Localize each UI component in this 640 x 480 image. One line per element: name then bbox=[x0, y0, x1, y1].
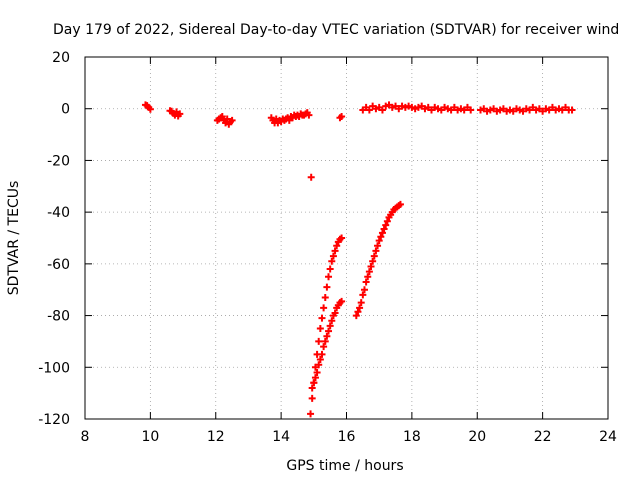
x-tick-label: 16 bbox=[338, 429, 356, 445]
data-point-marker bbox=[326, 322, 334, 330]
data-point-marker bbox=[372, 247, 380, 255]
data-point-marker bbox=[318, 314, 326, 322]
data-point-marker bbox=[467, 106, 475, 114]
y-tick-label: -120 bbox=[38, 412, 70, 428]
series-point-15.8 bbox=[336, 112, 346, 122]
chart-title: Day 179 of 2022, Sidereal Day-to-day VTE… bbox=[53, 22, 619, 38]
series-rise-a-14.9-15.9 bbox=[307, 234, 346, 418]
x-tick-label: 18 bbox=[403, 429, 421, 445]
series-flat-16.5-19.8 bbox=[359, 101, 475, 114]
data-point-marker bbox=[176, 110, 184, 118]
data-point-marker bbox=[333, 242, 341, 250]
data-point-marker bbox=[352, 312, 360, 320]
data-point-marker bbox=[316, 356, 324, 364]
grid-lines bbox=[85, 57, 608, 419]
data-point-marker bbox=[396, 200, 404, 208]
x-tick-label: 14 bbox=[272, 429, 290, 445]
data-point-marker bbox=[357, 299, 365, 307]
data-point-marker bbox=[365, 106, 373, 114]
data-point-marker bbox=[228, 116, 236, 124]
data-point-marker bbox=[323, 283, 331, 291]
y-tick-label: -100 bbox=[38, 360, 70, 376]
data-point-marker bbox=[325, 273, 333, 281]
y-tick-label: 0 bbox=[61, 102, 70, 118]
data-point-marker bbox=[356, 304, 364, 312]
data-point-marker bbox=[313, 368, 321, 376]
data-point-marker bbox=[377, 233, 385, 241]
data-point-marker bbox=[568, 106, 576, 114]
data-point-marker bbox=[362, 278, 370, 286]
data-point-marker bbox=[323, 332, 331, 340]
x-tick-label: 20 bbox=[468, 429, 486, 445]
y-tick-label: -60 bbox=[47, 257, 70, 273]
series-flat-20.1-22.9 bbox=[477, 103, 576, 115]
y-tick-label: 20 bbox=[52, 50, 70, 66]
data-point-marker bbox=[308, 394, 316, 402]
data-point-marker bbox=[383, 217, 391, 225]
x-tick-label: 8 bbox=[81, 429, 90, 445]
data-point-marker bbox=[308, 384, 316, 392]
data-point-marker bbox=[328, 257, 336, 265]
data-point-marker bbox=[315, 361, 323, 369]
data-point-marker bbox=[331, 309, 339, 317]
data-point-marker bbox=[320, 304, 328, 312]
data-point-marker bbox=[359, 291, 367, 299]
data-points bbox=[141, 101, 576, 418]
y-axis-label: SDTVAR / TECUs bbox=[6, 181, 22, 296]
data-point-marker bbox=[315, 337, 323, 345]
data-point-marker bbox=[367, 262, 375, 270]
x-axis-ticks: 8 10 12 14 16 18 20 22 24 bbox=[81, 57, 617, 445]
data-point-marker bbox=[320, 343, 328, 351]
x-tick-label: 10 bbox=[141, 429, 159, 445]
y-tick-label: -80 bbox=[47, 309, 70, 325]
y-axis-ticks: 20 0 -20 -40 -60 -80 -100 -120 bbox=[38, 50, 608, 428]
data-point-marker bbox=[382, 221, 390, 229]
data-point-marker bbox=[326, 265, 334, 273]
data-point-marker bbox=[338, 234, 346, 242]
data-point-marker bbox=[321, 337, 329, 345]
data-point-marker bbox=[305, 111, 313, 119]
series-segment-9.9-10 bbox=[141, 101, 154, 113]
data-point-marker bbox=[321, 293, 329, 301]
data-point-marker bbox=[218, 112, 226, 120]
data-point-marker bbox=[378, 229, 386, 237]
data-point-marker bbox=[369, 257, 377, 265]
series-outlier-14.9 bbox=[307, 173, 315, 181]
data-point-marker bbox=[365, 268, 373, 276]
series-segment-12.0-12.5 bbox=[213, 112, 236, 128]
data-point-marker bbox=[311, 374, 319, 382]
y-tick-label: -20 bbox=[47, 153, 70, 169]
data-point-marker bbox=[378, 106, 386, 114]
y-tick-label: -40 bbox=[47, 205, 70, 221]
data-point-marker bbox=[328, 317, 336, 325]
data-point-marker bbox=[360, 286, 368, 294]
x-tick-label: 22 bbox=[534, 429, 552, 445]
data-point-marker bbox=[338, 112, 346, 120]
data-point-marker bbox=[364, 273, 372, 281]
data-point-marker bbox=[325, 327, 333, 335]
series-segment-13.7-14.9 bbox=[267, 109, 313, 127]
x-tick-label: 24 bbox=[599, 429, 617, 445]
data-point-marker bbox=[370, 252, 378, 260]
data-point-marker bbox=[146, 105, 154, 113]
data-point-marker bbox=[375, 237, 383, 245]
data-point-marker bbox=[331, 247, 339, 255]
data-point-marker bbox=[310, 379, 318, 387]
series-rise-b-15.0-15.9 bbox=[308, 297, 346, 392]
data-point-marker bbox=[374, 242, 382, 250]
data-point-marker bbox=[354, 308, 362, 316]
series-rise-c-16.3-17.7 bbox=[352, 200, 404, 320]
data-point-marker bbox=[380, 225, 388, 233]
x-axis-label: GPS time / hours bbox=[286, 458, 403, 474]
data-point-marker bbox=[307, 410, 315, 418]
x-tick-label: 12 bbox=[207, 429, 225, 445]
data-point-marker bbox=[316, 325, 324, 332]
data-point-marker bbox=[338, 297, 346, 305]
data-point-marker bbox=[318, 350, 326, 358]
data-point-marker bbox=[329, 252, 337, 260]
data-point-marker bbox=[307, 173, 315, 181]
series-segment-10.6-10.9 bbox=[166, 107, 184, 120]
